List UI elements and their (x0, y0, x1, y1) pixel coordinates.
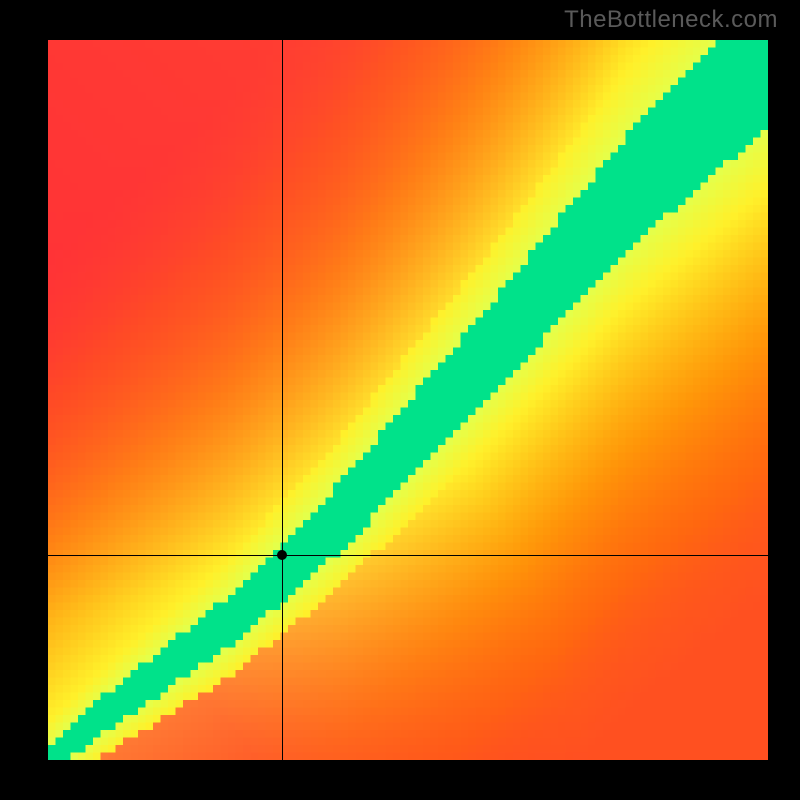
bottleneck-heatmap (48, 40, 768, 760)
crosshair-horizontal (48, 555, 768, 556)
crosshair-vertical (282, 40, 283, 760)
data-point-marker (277, 550, 287, 560)
plot-area (48, 40, 768, 760)
watermark-text: TheBottleneck.com (564, 6, 778, 34)
